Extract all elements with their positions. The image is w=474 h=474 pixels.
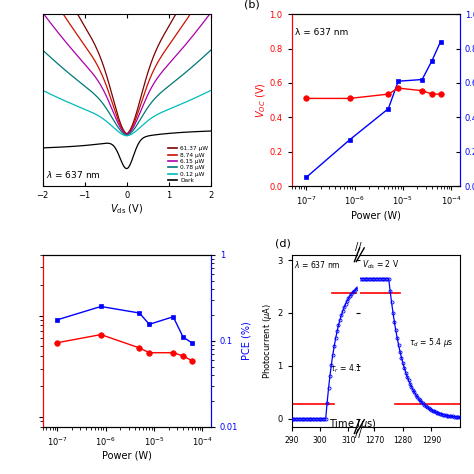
8.74 μW [122, 129, 128, 135]
0.12 μW [208, 88, 214, 93]
X-axis label: $V_{\rm ds}$ (V): $V_{\rm ds}$ (V) [110, 203, 144, 216]
Line: 0.78 μW: 0.78 μW [43, 50, 211, 135]
Line: 8.74 μW: 8.74 μW [43, 0, 211, 134]
Text: (b): (b) [245, 0, 260, 9]
8.74 μW [173, 34, 178, 39]
0.12 μW [203, 90, 209, 96]
6.15 μW [48, 21, 54, 27]
Dark [122, 164, 128, 170]
0.78 μW [124, 132, 130, 138]
Text: $V_{ds}$ = 2 V: $V_{ds}$ = 2 V [362, 259, 399, 272]
6.15 μW [124, 132, 129, 137]
0.12 μW [124, 133, 129, 139]
Line: 6.15 μW: 6.15 μW [43, 13, 211, 135]
X-axis label: Power (W): Power (W) [102, 451, 152, 461]
Text: //: // [356, 429, 362, 439]
Line: 0.12 μW: 0.12 μW [43, 91, 211, 136]
6.15 μW [173, 54, 178, 60]
Legend: 61.37 μW, 8.74 μW, 6.15 μW, 0.78 μW, 0.12 μW, Dark: 61.37 μW, 8.74 μW, 6.15 μW, 0.78 μW, 0.1… [168, 146, 208, 183]
Text: $\tau_d$ = 5.4 $\mu$s: $\tau_d$ = 5.4 $\mu$s [409, 336, 453, 349]
6.15 μW [203, 16, 209, 22]
Y-axis label: PCE (%): PCE (%) [241, 321, 251, 360]
8.74 μW [117, 122, 123, 128]
Dark [40, 145, 46, 151]
Text: $\lambda$ = 637 nm: $\lambda$ = 637 nm [294, 259, 341, 270]
6.15 μW [208, 10, 214, 16]
0.78 μW [122, 131, 128, 137]
Text: λ = 637 nm: λ = 637 nm [295, 28, 349, 37]
0.78 μW [208, 47, 214, 53]
0.12 μW [203, 90, 209, 96]
8.74 μW [124, 131, 129, 137]
0.12 μW [40, 88, 46, 93]
0.12 μW [173, 104, 178, 109]
Dark [48, 145, 54, 150]
Y-axis label: Photocurrent ($\mu$A): Photocurrent ($\mu$A) [261, 303, 274, 379]
0.78 μW [40, 47, 46, 53]
0.78 μW [173, 78, 178, 84]
61.37 μW [124, 131, 129, 137]
Text: Time ($\mu$s): Time ($\mu$s) [329, 417, 377, 430]
Text: //: // [356, 242, 362, 252]
0.78 μW [203, 52, 209, 57]
Text: $\tau_r$ = 4.1 $\mu$s: $\tau_r$ = 4.1 $\mu$s [330, 362, 373, 375]
Dark [124, 166, 129, 172]
6.15 μW [203, 16, 209, 22]
0.12 μW [117, 130, 123, 136]
Dark [208, 128, 214, 134]
Text: (d): (d) [275, 238, 291, 248]
6.15 μW [117, 124, 123, 130]
Dark [203, 128, 209, 134]
Dark [203, 128, 209, 134]
Line: 61.37 μW: 61.37 μW [43, 0, 211, 134]
0.12 μW [122, 132, 128, 138]
0.78 μW [48, 55, 54, 61]
6.15 μW [122, 130, 128, 136]
61.37 μW [173, 12, 178, 18]
61.37 μW [122, 129, 128, 135]
X-axis label: Power (W): Power (W) [351, 210, 401, 220]
0.12 μW [48, 91, 54, 97]
Line: Dark: Dark [43, 131, 211, 169]
Text: $\lambda$ = 637 nm: $\lambda$ = 637 nm [46, 170, 101, 181]
61.37 μW [117, 119, 123, 125]
0.78 μW [203, 52, 209, 57]
0.78 μW [117, 127, 123, 133]
6.15 μW [40, 10, 46, 16]
Dark [173, 130, 178, 136]
Dark [117, 155, 123, 161]
Y-axis label: $V_{OC}$ (V): $V_{OC}$ (V) [255, 82, 268, 118]
